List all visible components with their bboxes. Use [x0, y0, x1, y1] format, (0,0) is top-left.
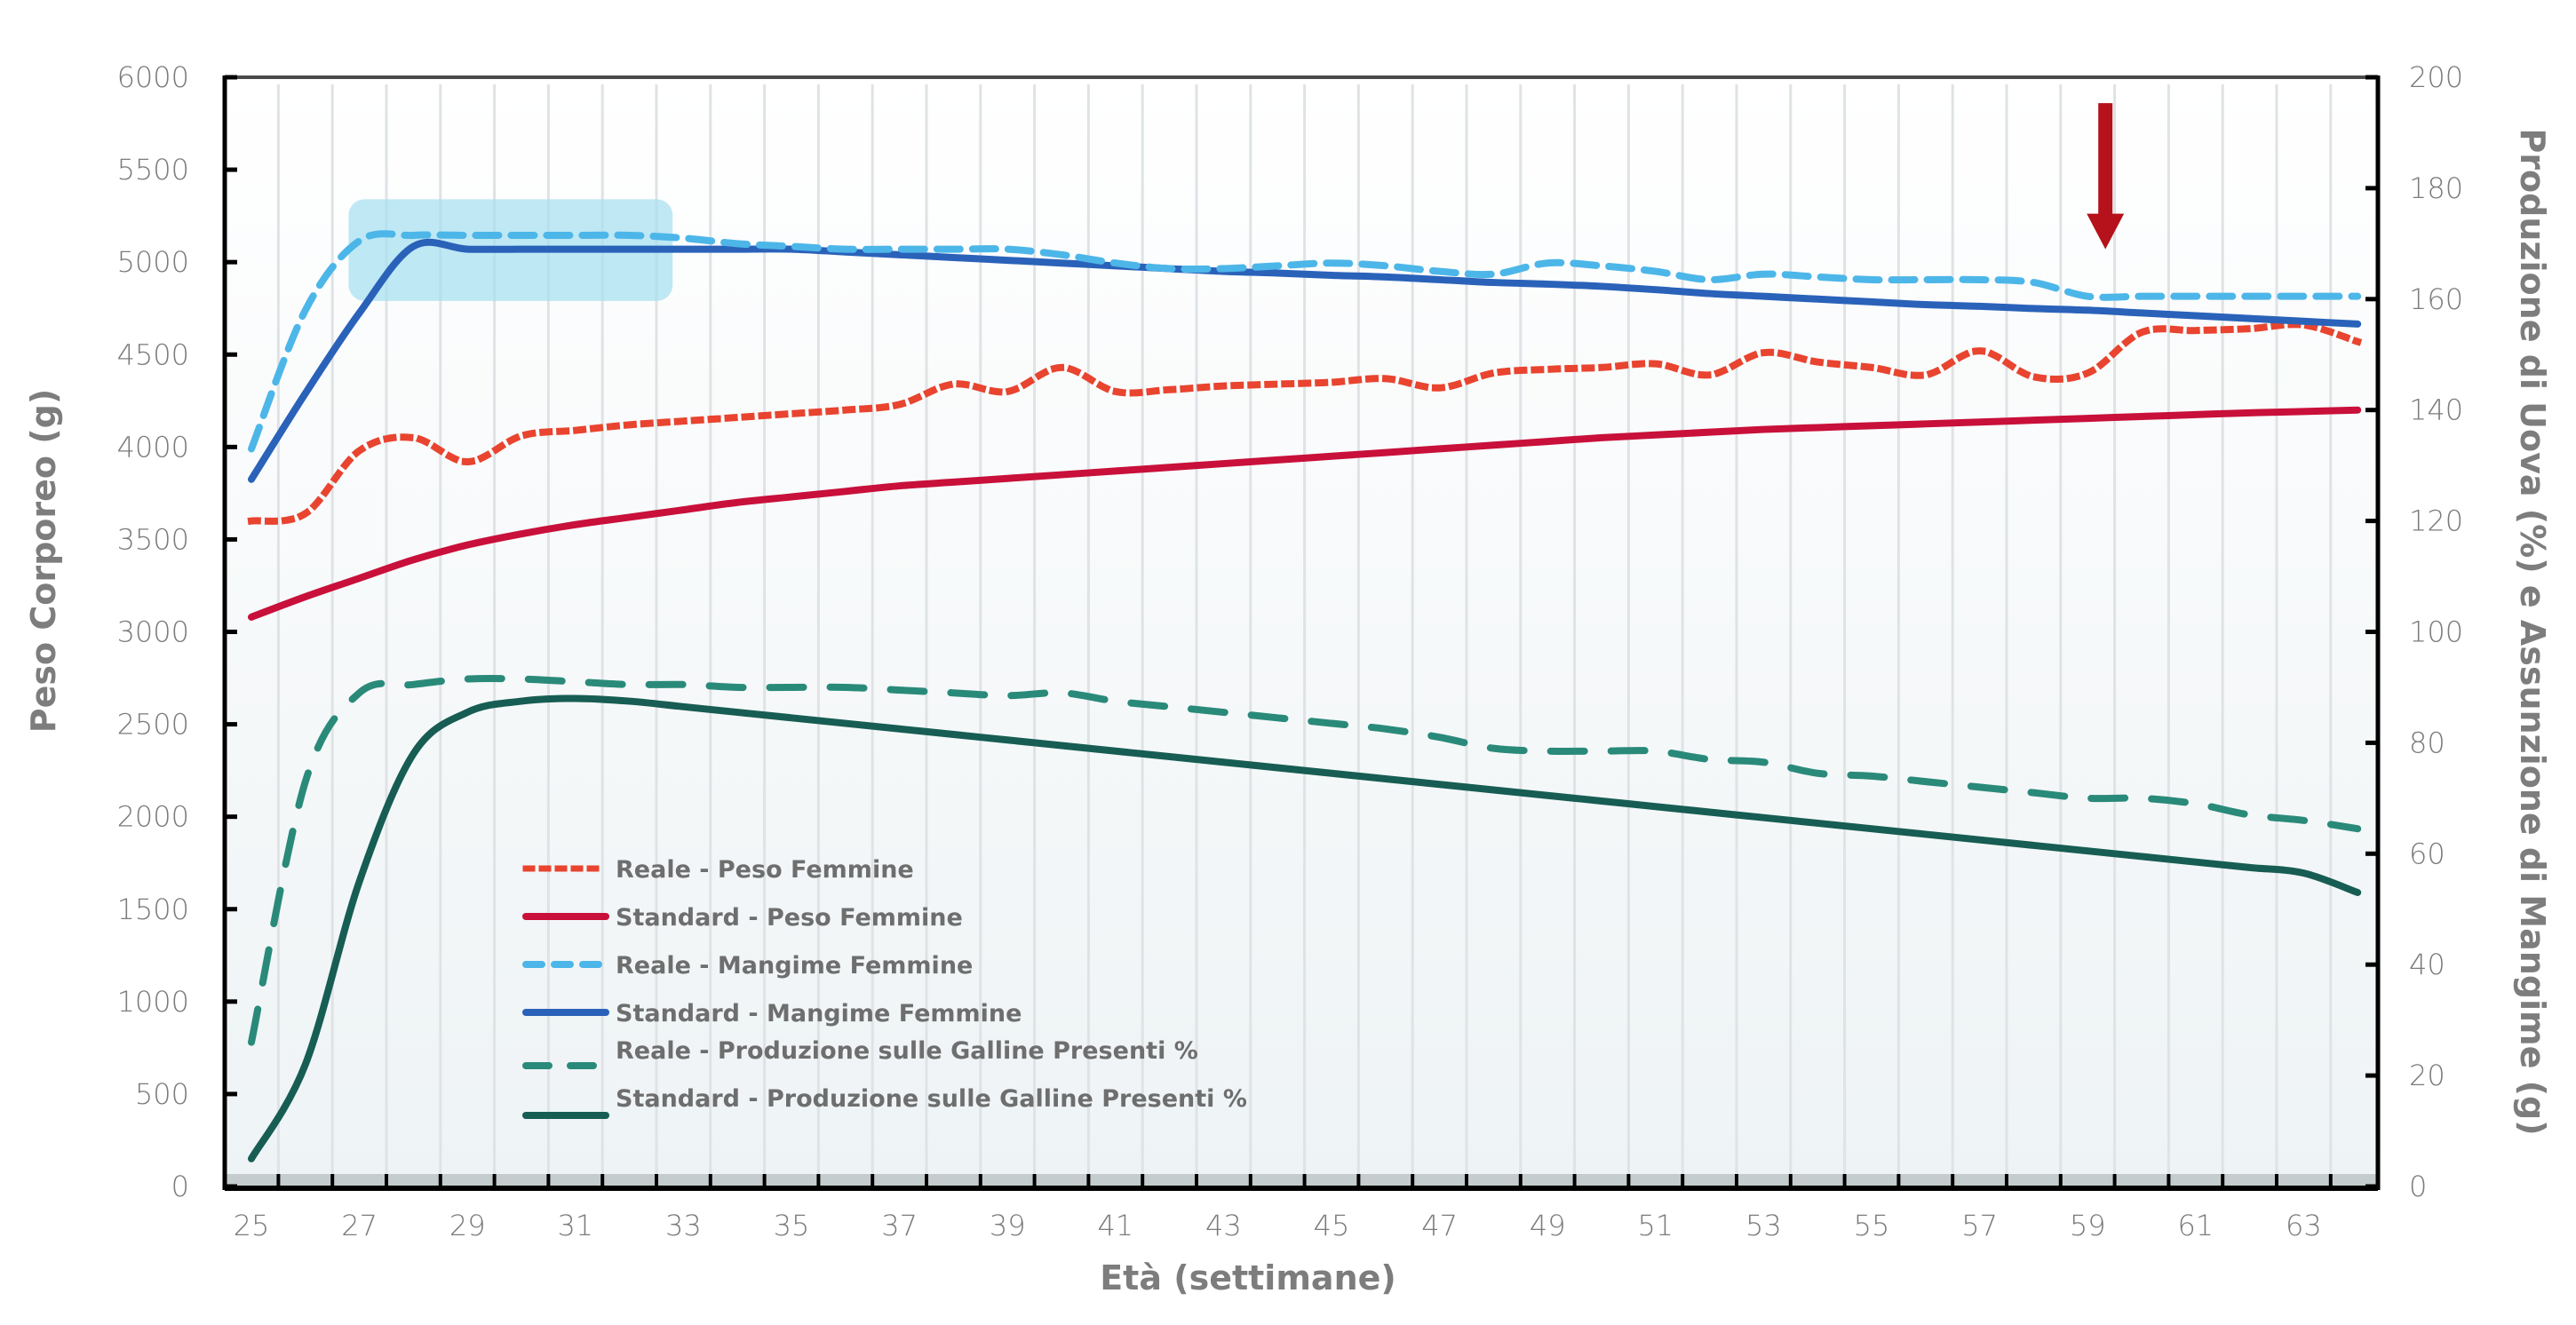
legend-item: Standard - Produzione sulle Galline Pres…	[522, 1085, 1247, 1119]
legend-item: Standard - Peso Femmine	[522, 904, 963, 932]
series-reale-produzione-sulle-galline-presenti	[248, 674, 2362, 1046]
legend-label: Standard - Mangime Femmine	[616, 1000, 1022, 1027]
series-reale-mangime-femmine	[248, 230, 2362, 453]
y-tick-label-right: 60	[2409, 837, 2445, 870]
x-tick-label: 41	[1097, 1209, 1133, 1242]
legend-label: Reale - Peso Femmine	[616, 856, 914, 884]
x-tick-label: 63	[2286, 1209, 2322, 1242]
series-line	[248, 230, 2362, 453]
y-tick-label-left: 1500	[117, 893, 189, 926]
x-tick-label: 33	[665, 1209, 702, 1242]
legend-label: Reale - Produzione sulle Galline Present…	[616, 1037, 1198, 1065]
x-tick-label: 55	[1854, 1209, 1890, 1242]
series-line	[248, 674, 2362, 1046]
x-tick-label: 59	[2070, 1209, 2106, 1242]
y-tick-label-right: 160	[2409, 282, 2463, 316]
x-tick-label: 31	[557, 1209, 593, 1242]
series-standard-peso-femmine	[248, 406, 2362, 621]
y-tick-label-right: 200	[2409, 60, 2463, 94]
ticks	[225, 75, 2378, 1189]
y-tick-label-left: 0	[171, 1170, 189, 1203]
y-tick-label-left: 2000	[117, 800, 189, 834]
x-tick-label: 29	[449, 1209, 486, 1242]
legend-item: Reale - Mangime Femmine	[522, 952, 973, 980]
series-line	[248, 694, 2362, 1162]
y-tick-label-left: 500	[135, 1077, 189, 1111]
series-layer	[247, 230, 2363, 1162]
y-axis-left-title: Peso Corporeo (g)	[24, 389, 63, 733]
y-tick-label-left: 4000	[117, 430, 189, 464]
y-tick-label-right: 40	[2409, 948, 2445, 981]
x-tick-label: 51	[1637, 1209, 1674, 1242]
y-tick-label-left: 5500	[117, 153, 189, 186]
legend-item: Reale - Produzione sulle Galline Present…	[522, 1037, 1198, 1069]
y-tick-label-left: 6000	[117, 60, 189, 94]
legend: Reale - Peso Femmine Standard - Peso Femm…	[522, 856, 1247, 1119]
y-tick-label-right: 180	[2409, 171, 2463, 205]
y-tick-label-left: 5000	[117, 245, 189, 279]
legend-item: Reale - Peso Femmine	[522, 856, 914, 884]
y-tick-label-left: 1000	[117, 985, 189, 1019]
x-tick-label: 25	[234, 1209, 270, 1242]
x-tick-label: 39	[990, 1209, 1026, 1242]
x-tick-label: 53	[1745, 1209, 1782, 1242]
legend-label: Reale - Mangime Femmine	[616, 952, 973, 980]
y-tick-label-right: 80	[2409, 726, 2445, 759]
y-tick-label-right: 20	[2409, 1059, 2445, 1092]
legend-item: Standard - Mangime Femmine	[522, 1000, 1022, 1027]
y-tick-label-left: 2500	[117, 708, 189, 742]
y-tick-label-left: 3000	[117, 615, 189, 649]
x-axis-title: Età (settimane)	[1100, 1258, 1396, 1297]
series-line	[248, 238, 2362, 483]
legend-label: Standard - Produzione sulle Galline Pres…	[616, 1085, 1247, 1113]
x-tick-label: 45	[1314, 1209, 1350, 1242]
x-tick-label: 35	[774, 1209, 810, 1242]
y-tick-label-left: 4500	[117, 337, 189, 371]
tick-labels: 0500100015002000250030003500400045005000…	[117, 60, 2464, 1242]
y-tick-label-left: 3500	[117, 522, 189, 556]
x-tick-label: 61	[2177, 1209, 2214, 1242]
arrow-down-icon	[2087, 103, 2125, 250]
x-tick-label: 47	[1421, 1209, 1458, 1242]
series-line	[247, 321, 2363, 526]
x-tick-label: 27	[341, 1209, 378, 1242]
y-tick-label-right: 0	[2409, 1170, 2427, 1203]
series-line	[248, 406, 2362, 621]
x-tick-label: 57	[1961, 1209, 1998, 1242]
series-reale-peso-femmine	[247, 321, 2363, 526]
x-tick-label: 43	[1205, 1209, 1242, 1242]
x-tick-label: 37	[881, 1209, 918, 1242]
y-tick-label-right: 100	[2409, 615, 2463, 649]
y-tick-label-right: 120	[2409, 504, 2463, 538]
legend-label: Standard - Peso Femmine	[616, 904, 963, 932]
y-axis-right-title: Produzione di Uova (%) e Assunzione di M…	[2513, 128, 2552, 1135]
series-standard-produzione-sulle-galline-presenti	[248, 694, 2362, 1162]
y-tick-label-right: 140	[2409, 393, 2463, 427]
x-tick-label: 49	[1530, 1209, 1566, 1242]
